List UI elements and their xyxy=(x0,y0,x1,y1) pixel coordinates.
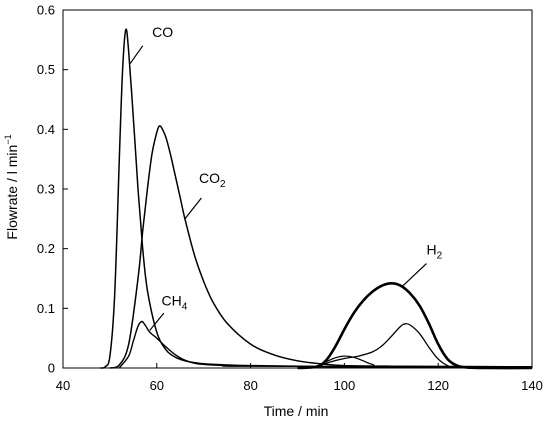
x-tick-label: 120 xyxy=(427,378,449,393)
annotation-label-co: CO xyxy=(152,24,173,40)
annotation-base-ch4: CH xyxy=(161,292,181,308)
y-axis-title-exponent: −1 xyxy=(3,134,13,144)
annotation-subscript-h2: 2 xyxy=(437,251,443,262)
y-axis-title-text: Flowrate / l min xyxy=(4,145,20,240)
x-tick-label: 140 xyxy=(521,378,543,393)
annotation-label-ch4: CH4 xyxy=(161,292,187,312)
series-line-co2 xyxy=(109,125,533,369)
series-line-unlabeled-5 xyxy=(316,355,533,368)
annotation-subscript-ch4: 4 xyxy=(182,301,188,312)
x-tick-label: 100 xyxy=(334,378,356,393)
x-axis-title: Time / min xyxy=(264,403,329,419)
annotation-leader-ch4 xyxy=(149,312,165,331)
y-tick-label: 0.6 xyxy=(37,3,55,18)
y-tick-label: 0.5 xyxy=(37,62,55,77)
series-lines xyxy=(100,28,533,370)
x-tick-label: 40 xyxy=(56,378,70,393)
y-tick-label: 0.2 xyxy=(37,241,55,256)
annotation-subscript-co2: 2 xyxy=(220,179,226,190)
annotation-base-co: CO xyxy=(152,24,173,40)
annotation-leader-h2 xyxy=(402,263,427,287)
series-line-ch4 xyxy=(118,320,533,369)
y-tick-label: 0 xyxy=(48,361,55,376)
annotation-leader-co2 xyxy=(184,197,202,220)
y-tick-label: 0.1 xyxy=(37,301,55,316)
y-axis-title: Flowrate / l min−1 xyxy=(3,134,20,239)
series-line-co xyxy=(100,28,533,369)
axes: 0 0.1 0.2 0.3 0.4 0.5 0.6 40 60 80 100 120 140 xyxy=(37,3,543,394)
series-line-h2 xyxy=(297,282,533,370)
series-line-unlabeled-4 xyxy=(316,323,533,369)
y-tick-label: 0.3 xyxy=(37,182,55,197)
x-tick-label: 80 xyxy=(243,378,257,393)
x-tick-label: 60 xyxy=(150,378,164,393)
annotation-label-co2: CO2 xyxy=(199,170,226,190)
y-tick-label: 0.4 xyxy=(37,122,55,137)
annotation-leader-co xyxy=(129,45,144,65)
annotation-label-h2: H2 xyxy=(426,242,442,262)
annotation-base-co2: CO xyxy=(199,170,220,186)
annotation-base-h2: H xyxy=(426,242,436,258)
